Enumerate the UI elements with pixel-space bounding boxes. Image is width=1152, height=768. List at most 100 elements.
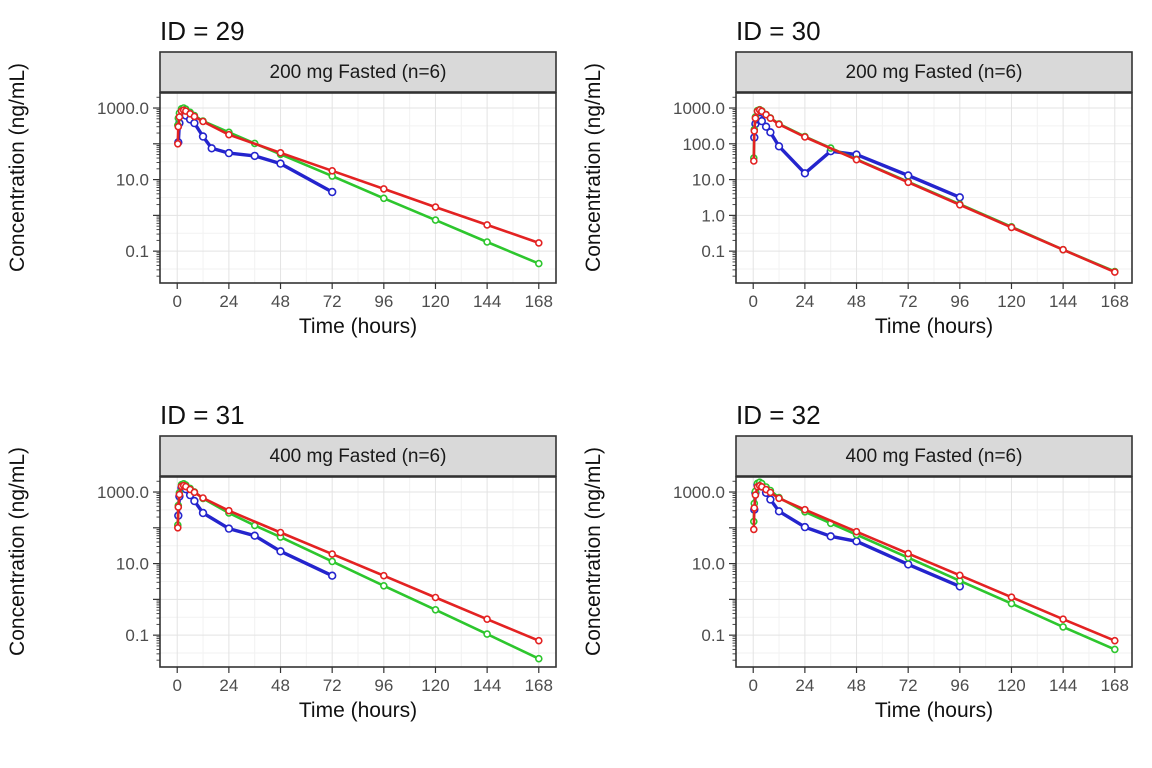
series-marker-red <box>1110 268 1119 276</box>
x-axis-label: Time (hours) <box>874 699 994 722</box>
x-tick-label: 0 <box>172 676 181 695</box>
panel-border <box>159 92 557 284</box>
facet-strip <box>735 51 1133 93</box>
plot-area: 400 mg Fasted (n=6) 0.1 10.0 1000.0 0 24 48 72 9… <box>97 435 557 695</box>
x-tick-label: 24 <box>795 676 814 695</box>
y-tick-label: 10.0 <box>116 171 149 190</box>
series-marker-red <box>801 133 809 141</box>
y-axis-label: Concentration (ng/mL) <box>582 62 605 272</box>
series-marker-red <box>1007 223 1016 232</box>
series-marker-red <box>175 113 184 121</box>
x-tick-label: 120 <box>997 676 1025 695</box>
panel-border <box>159 476 557 668</box>
series-marker-blue <box>761 122 771 131</box>
x-axis-label: Time (hours) <box>298 315 418 338</box>
series-marker-blue <box>190 118 199 128</box>
y-tick-label: 1000.0 <box>673 99 725 118</box>
series-marker-blue <box>250 151 259 161</box>
y-tick-label: 1.0 <box>701 206 725 225</box>
y-axis-label: Concentration (ng/mL) <box>6 446 29 656</box>
series-marker-red <box>276 149 285 157</box>
series-marker-blue <box>250 531 259 540</box>
series-marker-red <box>174 122 183 131</box>
panel-id-29: ID = 29 Concentration (ng/mL) 200 mg Fas… <box>0 0 576 384</box>
y-tick-label: 1000.0 <box>97 99 149 118</box>
series-marker-green <box>379 194 388 203</box>
plot-area: 200 mg Fasted (n=6) 0.1 10.0 1000.0 0 24 48 72 9… <box>97 51 557 311</box>
x-tick-label: 48 <box>271 676 290 695</box>
x-tick-label: 0 <box>748 292 757 311</box>
y-tick-label: 0.1 <box>125 626 149 645</box>
series-marker-red <box>1110 636 1119 645</box>
series-marker-red <box>750 157 758 165</box>
panel-title: ID = 30 <box>736 16 821 46</box>
series-marker-blue <box>826 532 835 541</box>
series-marker-red <box>534 239 543 247</box>
x-tick-label: 168 <box>1101 292 1129 311</box>
y-axis-label: Concentration (ng/mL) <box>582 446 605 656</box>
facet-strip-label: 400 mg Fasted (n=6) <box>270 446 447 467</box>
x-tick-label: 120 <box>997 292 1025 311</box>
series-marker-blue <box>190 496 199 506</box>
series-marker-blue <box>766 495 775 504</box>
facet-strip-label: 400 mg Fasted (n=6) <box>846 446 1023 467</box>
x-tick-label: 72 <box>899 292 918 311</box>
series-marker-green <box>1007 599 1016 608</box>
series-marker-red <box>483 615 491 623</box>
series-marker-red <box>904 178 913 187</box>
series-marker-red <box>801 505 809 514</box>
y-tick-label: 10.0 <box>116 555 149 574</box>
series-marker-blue <box>198 132 208 141</box>
series-marker-blue <box>224 148 234 158</box>
series-marker-red <box>751 491 760 499</box>
x-tick-label: 48 <box>847 292 866 311</box>
series-marker-red <box>190 112 199 121</box>
facet-strip-label: 200 mg Fasted (n=6) <box>846 62 1023 83</box>
series-marker-green <box>534 259 543 268</box>
y-tick-label: 100.0 <box>682 135 725 154</box>
x-tick-label: 24 <box>219 292 238 311</box>
series-marker-red <box>750 504 759 512</box>
series-marker-red <box>1059 245 1067 254</box>
panel-border <box>735 92 1133 284</box>
x-tick-label: 96 <box>950 292 969 311</box>
series-marker-green <box>431 606 440 614</box>
x-tick-label: 0 <box>748 676 757 695</box>
panel-id-32: ID = 32 Concentration (ng/mL) 400 mg Fas… <box>576 384 1152 768</box>
panel-title: ID = 32 <box>736 400 821 430</box>
series-marker-red <box>766 488 775 497</box>
plot-area: 200 mg Fasted (n=6) 0.1 1.0 10.0 100.0 1000.0… <box>673 51 1133 311</box>
panel-id-31: ID = 31 Concentration (ng/mL) 400 mg Fas… <box>0 384 576 768</box>
series-marker-blue <box>904 171 913 180</box>
x-tick-label: 96 <box>374 676 393 695</box>
y-tick-label: 0.1 <box>125 242 149 261</box>
facet-strip-label: 200 mg Fasted (n=6) <box>270 62 447 83</box>
x-axis-label: Time (hours) <box>874 315 994 338</box>
y-tick-label: 10.0 <box>692 171 725 190</box>
x-tick-label: 144 <box>473 676 501 695</box>
facet-strip <box>735 435 1133 477</box>
series-marker-red <box>775 494 783 503</box>
series-marker-blue <box>328 187 337 197</box>
x-axis-label: Time (hours) <box>298 699 418 722</box>
series-marker-red <box>904 549 913 558</box>
series-marker-red <box>431 593 440 602</box>
series-marker-blue <box>852 537 861 546</box>
series-marker-green <box>534 654 543 663</box>
x-tick-label: 144 <box>1049 676 1077 695</box>
series-marker-red <box>1059 615 1067 623</box>
series-marker-green <box>379 582 388 590</box>
series-marker-red <box>225 506 233 515</box>
series-marker-blue <box>774 142 784 151</box>
series-marker-blue <box>757 116 767 126</box>
series-line-red <box>176 484 541 642</box>
series-marker-red <box>379 185 388 193</box>
series-marker-red <box>750 127 759 135</box>
x-tick-label: 96 <box>374 292 393 311</box>
y-tick-label: 10.0 <box>692 555 725 574</box>
plot-area: 400 mg Fasted (n=6) 0.1 10.0 1000.0 0 24 48 72 9… <box>673 435 1133 695</box>
series-marker-red <box>225 130 233 139</box>
series-marker-green <box>483 238 491 246</box>
panel-border <box>735 476 1133 668</box>
series-marker-red <box>751 114 760 122</box>
